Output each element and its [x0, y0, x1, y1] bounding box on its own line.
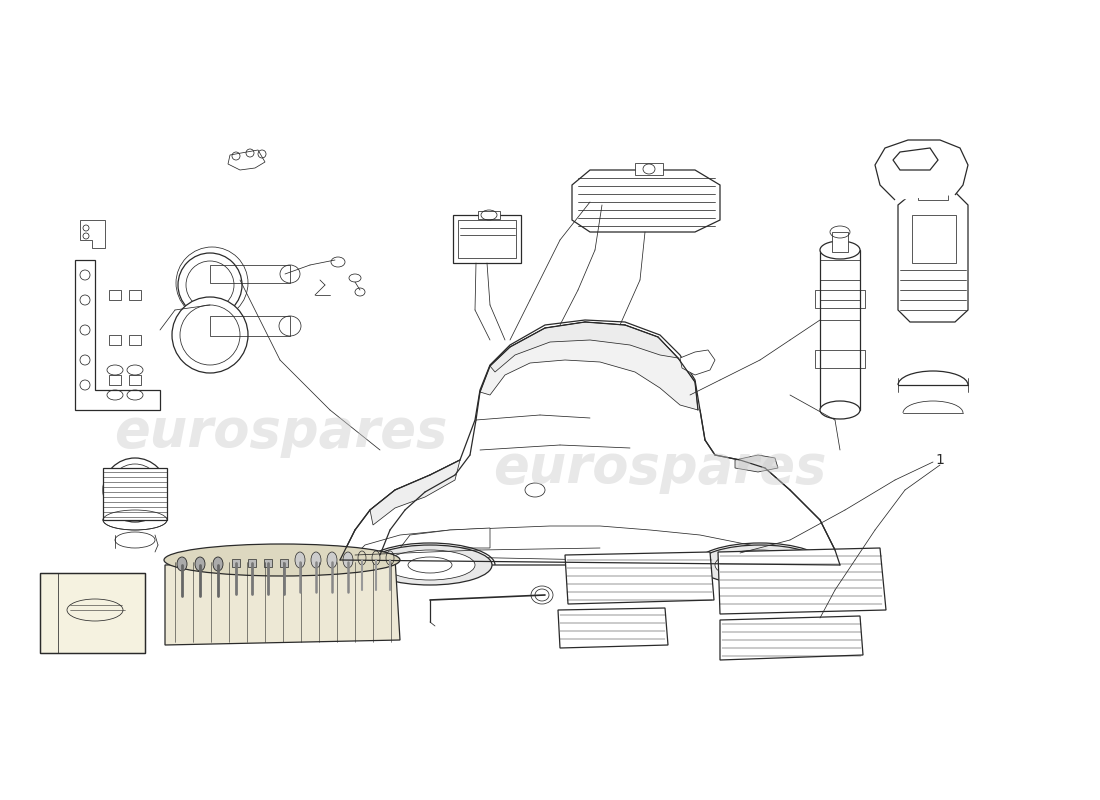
Ellipse shape [178, 253, 242, 317]
Bar [109, 375, 121, 385]
Bar [635, 163, 663, 175]
Ellipse shape [327, 552, 337, 568]
Bar [815, 350, 865, 368]
Bar [232, 559, 240, 567]
Bar [248, 559, 256, 567]
Polygon shape [340, 320, 840, 565]
Polygon shape [228, 150, 265, 170]
Bar [832, 232, 848, 252]
Polygon shape [490, 322, 678, 372]
Polygon shape [898, 192, 968, 322]
Polygon shape [355, 526, 840, 565]
Bar [103, 468, 167, 520]
Ellipse shape [116, 532, 155, 548]
Bar [820, 250, 860, 410]
Bar [40, 573, 145, 653]
Polygon shape [565, 552, 714, 604]
Ellipse shape [715, 550, 805, 580]
Ellipse shape [368, 545, 492, 585]
Ellipse shape [311, 552, 321, 568]
Polygon shape [572, 170, 720, 232]
Polygon shape [720, 616, 864, 660]
Ellipse shape [820, 241, 860, 259]
Polygon shape [558, 608, 668, 648]
Ellipse shape [177, 557, 187, 571]
Ellipse shape [195, 557, 205, 571]
Bar [109, 335, 121, 345]
Ellipse shape [164, 544, 400, 576]
Ellipse shape [295, 552, 305, 568]
Bar [210, 316, 290, 336]
Polygon shape [370, 460, 460, 525]
Polygon shape [165, 558, 400, 645]
Ellipse shape [698, 545, 822, 585]
Ellipse shape [385, 550, 475, 580]
Bar [918, 188, 948, 200]
Polygon shape [893, 148, 938, 170]
Bar [912, 215, 956, 263]
Polygon shape [80, 220, 104, 248]
Bar [109, 290, 121, 300]
Bar [40, 573, 145, 653]
Ellipse shape [343, 552, 353, 568]
Bar [264, 559, 272, 567]
Polygon shape [718, 548, 886, 614]
Ellipse shape [103, 458, 167, 522]
Polygon shape [480, 322, 698, 410]
Bar [458, 220, 516, 258]
Bar [129, 335, 141, 345]
Bar [129, 375, 141, 385]
Polygon shape [680, 350, 715, 375]
Text: 1: 1 [936, 453, 945, 467]
Polygon shape [874, 140, 968, 200]
Bar [815, 290, 865, 308]
Bar [453, 215, 521, 263]
Text: eurospares: eurospares [113, 406, 448, 458]
Bar [210, 265, 290, 283]
Bar [129, 290, 141, 300]
Polygon shape [735, 455, 778, 472]
Text: eurospares: eurospares [493, 442, 827, 494]
Bar [280, 559, 288, 567]
Ellipse shape [820, 401, 860, 419]
Polygon shape [75, 260, 160, 410]
Ellipse shape [172, 297, 248, 373]
Bar [478, 211, 500, 219]
Ellipse shape [213, 557, 223, 571]
Polygon shape [400, 528, 490, 548]
